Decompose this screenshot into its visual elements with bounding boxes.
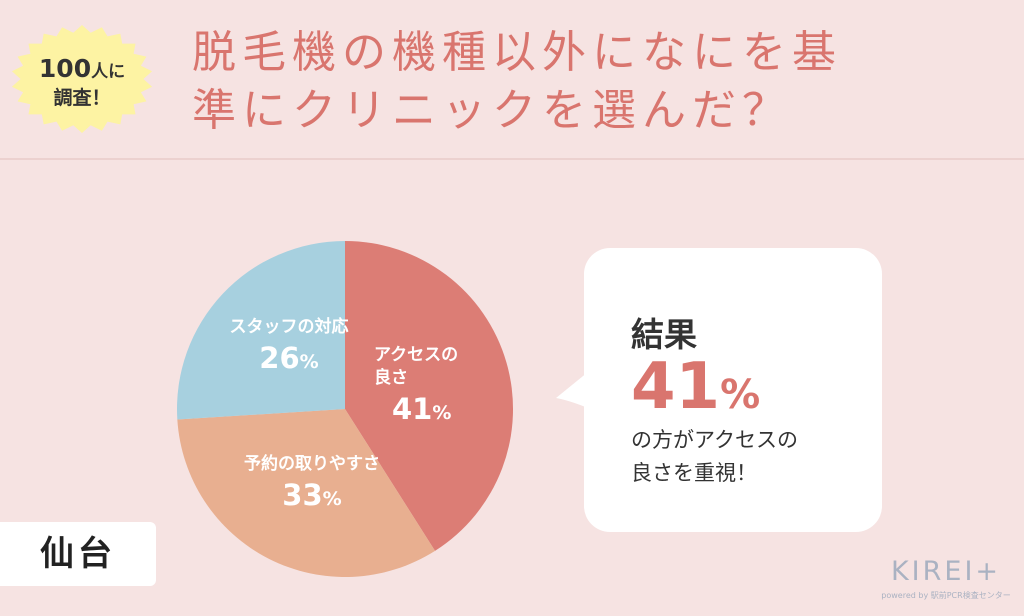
header: 100人に 調査！ 脱毛機の機種以外になにを基 準にクリニックを選んだ？: [0, 0, 1024, 160]
pie-slice-staff: [176, 241, 345, 420]
result-value-unit: %: [720, 372, 761, 418]
pie-value-booking: 33%: [232, 476, 392, 518]
pie-value-booking-number: 33: [282, 478, 323, 512]
title-line1: 脱毛機の機種以外になにを基: [192, 27, 842, 78]
pie-slice-access: [345, 241, 514, 551]
pie-label-booking-line1: 予約の取りやすさ: [244, 454, 380, 474]
pie-value-staff: 26%: [214, 339, 364, 381]
badge-burst-shape: [11, 25, 153, 133]
badge-suffix: 人に: [91, 62, 126, 82]
result-title: 結果: [631, 315, 697, 354]
pie-value-access: 41%: [374, 390, 458, 432]
result-bubble: [584, 248, 882, 532]
result-value: 41%: [631, 352, 760, 430]
logo-name: KIREI+: [890, 556, 1002, 587]
pie-chart: [176, 241, 514, 578]
kirei-logo: KIREI+ powered by 駅前PCR検査センター: [880, 554, 1012, 604]
badge-line2: 調査！: [53, 87, 111, 109]
pie-value-booking-unit: %: [322, 488, 342, 510]
pie-label-access-line1: アクセスの: [374, 345, 459, 365]
logo-subtitle: powered by 駅前PCR検査センター: [881, 591, 1011, 600]
pie-value-access-number: 41: [392, 392, 433, 426]
page-title: 脱毛機の機種以外になにを基 準にクリニックを選んだ？: [192, 24, 1002, 140]
badge-text: 100人に 調査！: [2, 56, 162, 111]
pie-label-staff: スタッフの対応 26%: [214, 316, 364, 381]
result-description: の方がアクセスの 良さを重視！: [631, 424, 798, 490]
city-label: 仙台: [0, 522, 156, 586]
result-desc-line1: の方がアクセスの: [631, 428, 798, 452]
result-value-number: 41: [631, 350, 721, 424]
survey-badge: 100人に 調査！: [2, 18, 162, 140]
pie-label-staff-line1: スタッフの対応: [229, 317, 349, 337]
pie-value-staff-number: 26: [259, 341, 300, 375]
title-line2: 準にクリニックを選んだ？: [192, 85, 792, 136]
pie-slice-booking: [177, 409, 436, 578]
result-desc-line2: 良さを重視！: [631, 461, 757, 485]
pie-label-access: アクセスの 良さ 41%: [374, 344, 458, 432]
badge-line1: 100人に: [2, 56, 162, 85]
pie-label-booking: 予約の取りやすさ 33%: [232, 453, 392, 518]
pie-value-access-unit: %: [432, 402, 452, 424]
badge-count: 100: [38, 54, 92, 83]
pie-label-access-line2: 良さ: [374, 368, 408, 388]
pie-value-staff-unit: %: [299, 351, 319, 373]
bubble-tail: [556, 372, 588, 408]
